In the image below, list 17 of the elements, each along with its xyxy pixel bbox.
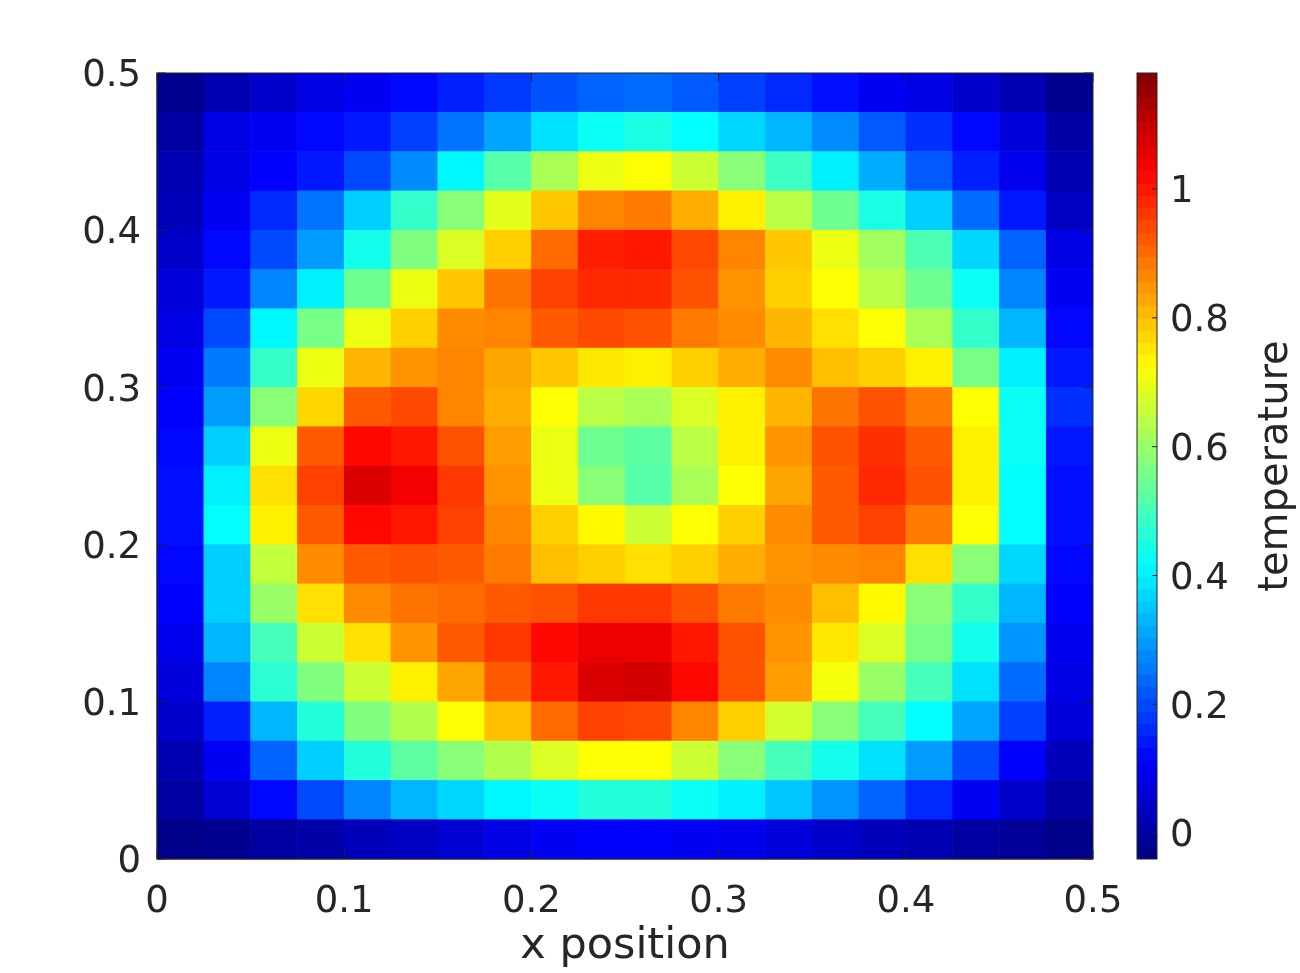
y-tick-label: 0.5 <box>82 52 141 96</box>
x-tick-label: 0.1 <box>314 878 374 922</box>
color-bar-label: 0 <box>1170 812 1194 856</box>
y-tick-label: 0.1 <box>82 680 141 724</box>
color-bar-label: 0.6 <box>1170 425 1229 469</box>
color-bar-label: 0.4 <box>1170 554 1229 598</box>
x-tick-label: 0.4 <box>876 878 936 922</box>
color-bar-label: 0.8 <box>1170 296 1229 340</box>
y-tick-label: 0 <box>117 838 141 882</box>
x-tick-label: 0.5 <box>1063 878 1123 922</box>
y-tick-label: 0.2 <box>82 523 141 567</box>
y-tick-label: 0.4 <box>82 209 141 253</box>
color-bar-label: 1 <box>1170 168 1194 212</box>
y-tick-label: 0.3 <box>82 366 141 410</box>
x-tick-label: 0 <box>145 878 169 922</box>
color-bar-label: 0.2 <box>1170 683 1229 727</box>
color-bar-title: temperature <box>1250 340 1297 592</box>
